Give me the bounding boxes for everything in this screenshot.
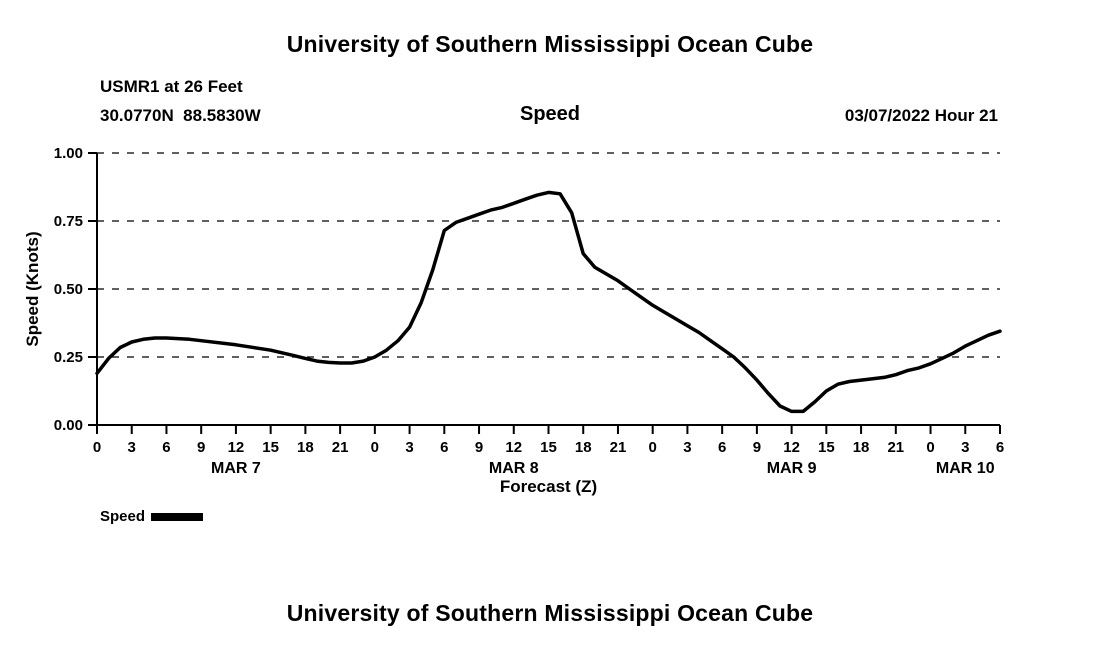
y-axis-label: Speed (Knots) (23, 231, 42, 347)
svg-text:15: 15 (262, 439, 279, 456)
svg-text:3: 3 (128, 439, 136, 456)
station-name-label: USMR1 at 26 Feet (100, 77, 243, 96)
svg-text:18: 18 (297, 439, 314, 456)
svg-text:18: 18 (575, 439, 592, 456)
svg-text:0.00: 0.00 (54, 417, 83, 434)
svg-text:MAR 7: MAR 7 (211, 460, 261, 477)
svg-text:MAR 9: MAR 9 (767, 460, 817, 477)
svg-text:MAR 10: MAR 10 (936, 460, 995, 477)
svg-text:1.00: 1.00 (54, 145, 83, 162)
svg-text:6: 6 (718, 439, 726, 456)
svg-text:0.25: 0.25 (54, 349, 83, 366)
svg-text:9: 9 (475, 439, 483, 456)
svg-text:18: 18 (853, 439, 870, 456)
svg-text:0: 0 (93, 439, 101, 456)
chart-title: Speed (519, 103, 581, 125)
svg-text:0: 0 (649, 439, 657, 456)
svg-text:3: 3 (405, 439, 413, 456)
page-title: University of Southern Mississippi Ocean… (286, 31, 814, 57)
svg-text:0.75: 0.75 (54, 213, 83, 230)
svg-text:15: 15 (540, 439, 557, 456)
page-footer-title: University of Southern Mississippi Ocean… (286, 600, 814, 626)
svg-text:6: 6 (996, 439, 1004, 456)
svg-text:12: 12 (228, 439, 245, 456)
svg-text:0.50: 0.50 (54, 281, 83, 298)
legend-label: Speed (100, 508, 146, 525)
svg-text:3: 3 (683, 439, 691, 456)
svg-text:0: 0 (926, 439, 934, 456)
svg-text:12: 12 (783, 439, 800, 456)
svg-text:6: 6 (162, 439, 170, 456)
x-axis-label: Forecast (Z) (499, 477, 598, 496)
svg-text:9: 9 (753, 439, 761, 456)
legend-line-swatch (151, 512, 204, 521)
datetime-label: 03/07/2022 Hour 21 (844, 106, 998, 125)
station-coordinates-label: 30.0770N 88.5830W (100, 106, 261, 125)
svg-text:21: 21 (610, 439, 627, 456)
svg-text:15: 15 (818, 439, 835, 456)
svg-text:9: 9 (197, 439, 205, 456)
legend: Speed (100, 508, 204, 525)
svg-text:21: 21 (332, 439, 349, 456)
svg-text:6: 6 (440, 439, 448, 456)
svg-text:12: 12 (505, 439, 522, 456)
svg-text:MAR 8: MAR 8 (489, 460, 539, 477)
svg-text:0: 0 (371, 439, 379, 456)
svg-text:21: 21 (887, 439, 904, 456)
svg-text:3: 3 (961, 439, 969, 456)
